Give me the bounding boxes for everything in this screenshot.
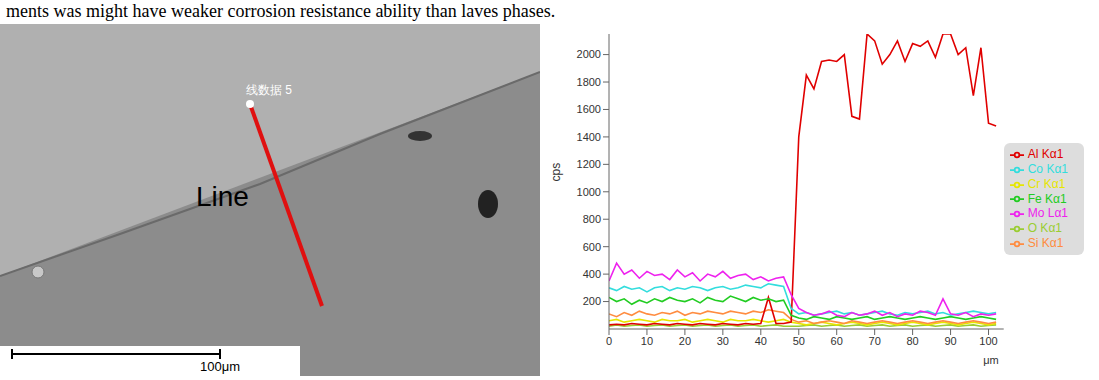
- svg-text:μm: μm: [983, 354, 999, 366]
- svg-text:90: 90: [944, 335, 956, 347]
- svg-text:400: 400: [583, 268, 601, 280]
- svg-text:1800: 1800: [577, 76, 601, 88]
- svg-text:0: 0: [606, 335, 612, 347]
- html-text:Al Kα1: Al Kα1: [1027, 147, 1064, 162]
- svg-text:80: 80: [906, 335, 918, 347]
- svg-text:1200: 1200: [577, 158, 601, 170]
- html-text:Fe Kα1: Fe Kα1: [1027, 191, 1067, 206]
- svg-text:Line: Line: [196, 181, 249, 212]
- svg-text:600: 600: [583, 241, 601, 253]
- svg-text:线数据 5: 线数据 5: [246, 83, 292, 97]
- svg-text:100: 100: [979, 335, 997, 347]
- svg-text:1600: 1600: [577, 103, 601, 115]
- svg-text:50: 50: [793, 335, 805, 347]
- svg-text:1400: 1400: [577, 131, 601, 143]
- svg-text:60: 60: [831, 335, 843, 347]
- html-text:ments was might have weaker co: ments was might have weaker corrosion re…: [6, 1, 556, 21]
- html-text:Mo Lα1: Mo Lα1: [1027, 206, 1068, 221]
- svg-text:1000: 1000: [577, 186, 601, 198]
- html-text:Si Kα1: Si Kα1: [1027, 236, 1064, 251]
- svg-text:30: 30: [717, 335, 729, 347]
- svg-text:100μm: 100μm: [200, 359, 240, 374]
- html-text:Co Kα1: Co Kα1: [1027, 161, 1068, 176]
- svg-text:70: 70: [869, 335, 881, 347]
- html-text:Cr Kα1: Cr Kα1: [1027, 176, 1066, 191]
- svg-text:cps: cps: [549, 163, 563, 182]
- svg-text:800: 800: [583, 213, 601, 225]
- svg-text:10: 10: [641, 335, 653, 347]
- html-text:O Kα1: O Kα1: [1027, 221, 1062, 236]
- svg-text:2000: 2000: [577, 48, 601, 60]
- svg-text:200: 200: [583, 295, 601, 307]
- svg-text:40: 40: [755, 335, 767, 347]
- svg-text:20: 20: [679, 335, 691, 347]
